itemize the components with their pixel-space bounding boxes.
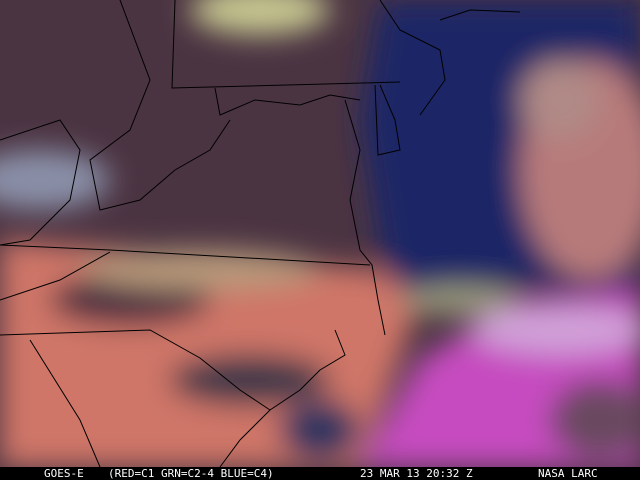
image-caption-bar: GOES-E (RED=C1 GRN=C2-4 BLUE=C4) 23 MAR … [0, 467, 640, 480]
source-label: NASA LARC [538, 467, 598, 480]
satellite-label: GOES-E [44, 467, 84, 480]
state-borders [0, 0, 521, 467]
satellite-composite-image [0, 0, 640, 467]
northern-cloud [190, 0, 330, 35]
channel-label: (RED=C1 GRN=C2-4 BLUE=C4) [108, 467, 274, 480]
datetime-label: 23 MAR 13 20:32 Z [360, 467, 473, 480]
